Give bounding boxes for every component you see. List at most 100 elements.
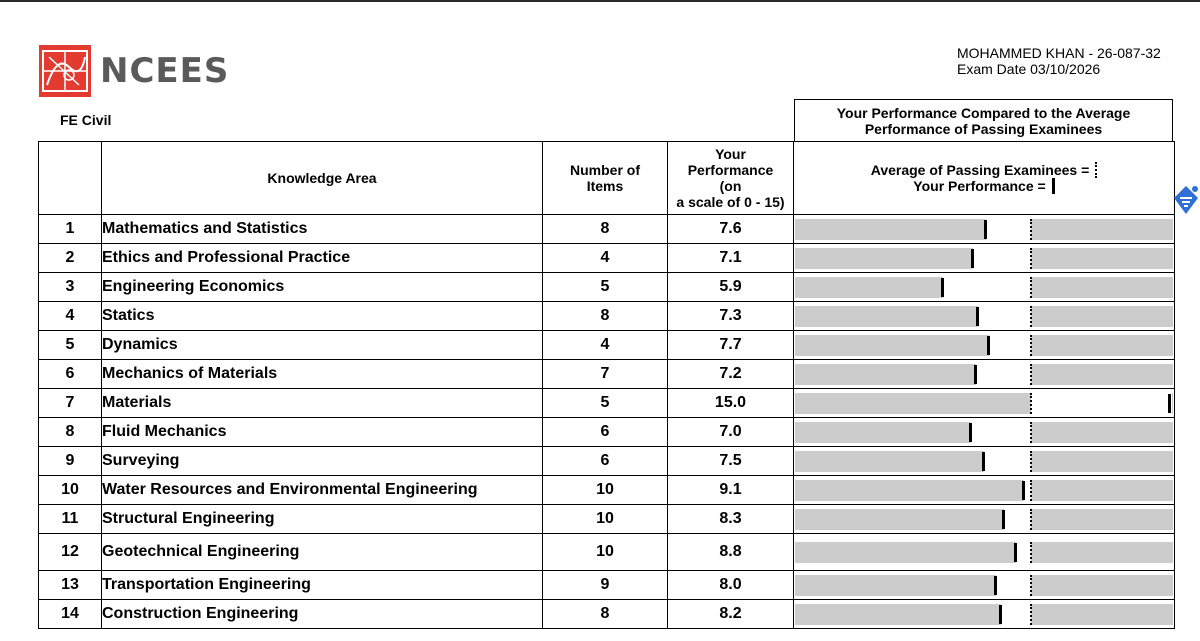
bar-difference: [1023, 479, 1032, 501]
bar-track: [795, 276, 1173, 298]
header-number: [38, 141, 102, 215]
bar-difference: [973, 247, 1032, 269]
perf-header-line1: Your Performance Compared to the Average: [836, 104, 1131, 121]
your-performance-marker: [941, 277, 945, 297]
bar-track: [795, 218, 1173, 240]
bar-track: [795, 479, 1173, 501]
row-number: 3: [38, 272, 102, 302]
row-number-of-items: 4: [542, 243, 668, 273]
row-your-performance: 5.9: [667, 272, 794, 302]
table-header-row: Knowledge Area Number of Items Your Perf…: [38, 141, 1175, 215]
table-row: 11 Structural Engineering 10 8.3: [38, 504, 1175, 534]
row-knowledge-area: Mechanics of Materials: [101, 359, 543, 389]
row-your-performance: 7.3: [667, 301, 794, 331]
row-your-performance: 8.3: [667, 504, 794, 534]
row-number: 8: [38, 417, 102, 447]
perf-header-line2: Performance of Passing Examinees: [864, 120, 1103, 137]
row-knowledge-area: Engineering Economics: [101, 272, 543, 302]
header-graph-legend: Average of Passing Examinees = Your Perf…: [793, 141, 1175, 215]
row-your-performance: 8.8: [667, 533, 794, 571]
ncees-logo-mark: [39, 45, 91, 97]
bar-track: [795, 574, 1173, 596]
row-number: 12: [38, 533, 102, 571]
bar-difference: [978, 305, 1032, 327]
bar-track: [795, 508, 1173, 530]
your-performance-marker: [968, 422, 972, 442]
row-knowledge-area: Surveying: [101, 446, 543, 476]
row-number: 2: [38, 243, 102, 273]
legend-average-marker: [1095, 162, 1098, 178]
your-performance-marker: [1014, 542, 1018, 562]
bar-difference: [988, 334, 1032, 356]
average-marker: [1030, 479, 1033, 501]
table-row: 12 Geotechnical Engineering 10 8.8: [38, 533, 1175, 571]
row-your-performance: 9.1: [667, 475, 794, 505]
row-performance-bar: [793, 214, 1175, 244]
average-marker: [1030, 574, 1033, 596]
average-marker: [1030, 334, 1033, 356]
bar-track: [795, 450, 1173, 472]
header-your-performance: Your Performance (on a scale of 0 - 15): [667, 141, 794, 215]
row-knowledge-area: Dynamics: [101, 330, 543, 360]
header-number-of-items: Number of Items: [542, 141, 668, 215]
bar-track: [795, 363, 1173, 385]
average-marker: [1030, 305, 1033, 327]
average-marker: [1030, 508, 1033, 530]
legend-average: Average of Passing Examinees =: [794, 162, 1174, 178]
row-number: 9: [38, 446, 102, 476]
row-number-of-items: 10: [542, 533, 668, 571]
your-performance-marker: [981, 451, 985, 471]
row-performance-bar: [793, 388, 1175, 418]
candidate-info: MOHAMMED KHAN - 26-087-32 Exam Date 03/1…: [957, 45, 1161, 77]
row-knowledge-area: Water Resources and Environmental Engine…: [101, 475, 543, 505]
row-performance-bar: [793, 243, 1175, 273]
legend-average-label: Average of Passing Examinees =: [870, 162, 1090, 178]
table-row: 8 Fluid Mechanics 6 7.0: [38, 417, 1175, 447]
bar-track: [795, 603, 1173, 625]
row-number: 1: [38, 214, 102, 244]
bar-track: [795, 334, 1173, 356]
your-performance-marker: [976, 306, 980, 326]
row-knowledge-area: Fluid Mechanics: [101, 417, 543, 447]
row-number-of-items: 10: [542, 504, 668, 534]
average-marker: [1030, 541, 1033, 563]
row-number-of-items: 10: [542, 475, 668, 505]
candidate-name-id: MOHAMMED KHAN - 26-087-32: [957, 45, 1161, 61]
row-number: 6: [38, 359, 102, 389]
bar-track: [795, 541, 1173, 563]
row-your-performance: 15.0: [667, 388, 794, 418]
row-performance-bar: [793, 301, 1175, 331]
row-performance-bar: [793, 599, 1175, 629]
exam-date: Exam Date 03/10/2026: [957, 61, 1101, 77]
row-number: 5: [38, 330, 102, 360]
row-your-performance: 7.7: [667, 330, 794, 360]
row-your-performance: 7.6: [667, 214, 794, 244]
header-score-line1: Your: [715, 146, 746, 162]
header-score-line2: Performance: [687, 162, 774, 178]
header-items-line1: Number of: [570, 162, 640, 178]
bar-difference: [996, 574, 1032, 596]
row-number-of-items: 6: [542, 417, 668, 447]
row-number-of-items: 5: [542, 388, 668, 418]
row-performance-bar: [793, 475, 1175, 505]
row-your-performance: 8.2: [667, 599, 794, 629]
top-border: [0, 0, 1200, 2]
your-performance-marker: [1021, 480, 1025, 500]
row-performance-bar: [793, 570, 1175, 600]
ncees-logo: NCEES: [39, 45, 229, 97]
table-row: 13 Transportation Engineering 9 8.0: [38, 570, 1175, 600]
pin-icon[interactable]: [1171, 184, 1200, 216]
bar-track: [795, 247, 1173, 269]
table-row: 4 Statics 8 7.3: [38, 301, 1175, 331]
row-knowledge-area: Statics: [101, 301, 543, 331]
your-performance-marker: [1168, 393, 1171, 413]
row-number: 13: [38, 570, 102, 600]
bar-difference: [1016, 541, 1032, 563]
row-knowledge-area: Ethics and Professional Practice: [101, 243, 543, 273]
ncees-logo-text: NCEES: [100, 51, 230, 91]
bar-difference: [986, 218, 1032, 240]
header-items-line2: Items: [586, 178, 624, 194]
exam-name: FE Civil: [60, 112, 112, 128]
table-row: 6 Mechanics of Materials 7 7.2: [38, 359, 1175, 389]
row-knowledge-area: Transportation Engineering: [101, 570, 543, 600]
